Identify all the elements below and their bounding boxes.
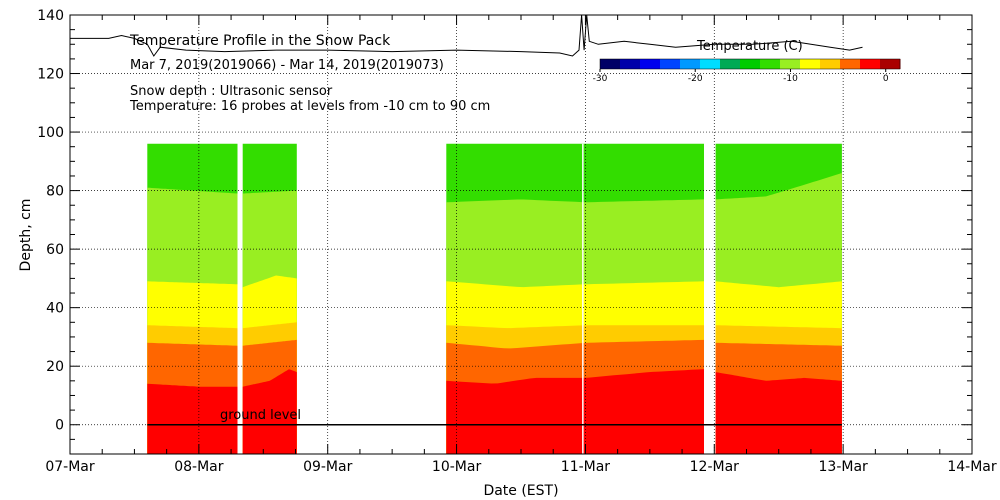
colorbar-swatch-5 xyxy=(700,59,721,69)
colorbar-title: Temperature (C) xyxy=(696,39,803,54)
chart-subtitle: Mar 7, 2019(2019066) - Mar 14, 2019(2019… xyxy=(130,58,444,73)
ground-level-label: ground level xyxy=(220,408,301,423)
x-axis-title: Date (EST) xyxy=(483,483,558,499)
colorbar-tick-label-0: -30 xyxy=(593,74,608,84)
x-tick-label-6: 13-Mar xyxy=(819,459,869,475)
band-red-orange-seg1 xyxy=(242,369,297,454)
y-tick-label-6: 120 xyxy=(37,67,64,83)
colorbar-tick-label-3: 0 xyxy=(883,74,889,84)
colorbar-swatch-14 xyxy=(880,59,901,69)
y-tick-label-5: 100 xyxy=(37,125,64,141)
colorbar-tick-label-1: -20 xyxy=(688,74,703,84)
colorbar-swatch-0 xyxy=(600,59,621,69)
colorbar-swatch-3 xyxy=(660,59,681,69)
colorbar-swatch-10 xyxy=(800,59,821,69)
colorbar-swatch-12 xyxy=(840,59,861,69)
x-tick-label-1: 08-Mar xyxy=(174,459,224,475)
x-tick-label-4: 11-Mar xyxy=(561,459,611,475)
colorbar-swatch-7 xyxy=(740,59,761,69)
chart-title: Temperature Profile in the Snow Pack xyxy=(129,33,391,49)
y-tick-label-4: 80 xyxy=(46,184,64,200)
annotation-probes: Temperature: 16 probes at levels from -1… xyxy=(129,99,490,114)
band-red-orange-seg0 xyxy=(147,383,238,454)
axis-ticks: 07-Mar 08-Mar 09-Mar 10-Mar 11-Mar 12-Mar 13-M… xyxy=(37,8,997,475)
colorbar-swatch-4 xyxy=(680,59,701,69)
annotation-sensor: Snow depth : Ultrasonic sensor xyxy=(130,84,333,99)
temperature-layer-bands xyxy=(147,143,842,454)
band-red-orange-seg2 xyxy=(446,369,704,454)
colorbar: -30 -20 -10 0 xyxy=(593,58,901,84)
x-tick-label-2: 09-Mar xyxy=(303,459,353,475)
x-tick-label-7: 14-Mar xyxy=(947,459,997,475)
y-tick-label-2: 40 xyxy=(46,301,64,317)
colorbar-swatch-1 xyxy=(620,59,641,69)
colorbar-swatch-8 xyxy=(760,59,781,69)
y-tick-label-7: 140 xyxy=(37,8,64,24)
colorbar-swatch-13 xyxy=(860,59,881,69)
x-tick-label-5: 12-Mar xyxy=(690,459,740,475)
x-tick-label-3: 10-Mar xyxy=(432,459,482,475)
y-tick-label-1: 20 xyxy=(46,359,64,375)
band-red-orange-seg3 xyxy=(715,372,842,454)
grid-lines xyxy=(70,15,972,454)
x-tick-label-0: 07-Mar xyxy=(45,459,95,475)
colorbar-swatch-9 xyxy=(780,59,801,69)
colorbar-swatch-11 xyxy=(820,59,841,69)
colorbar-swatch-2 xyxy=(640,59,661,69)
y-tick-label-3: 60 xyxy=(46,242,64,258)
temperature-series-line xyxy=(70,15,863,57)
temperature-series xyxy=(70,15,863,57)
y-axis-title: Depth, cm xyxy=(18,199,34,272)
y-tick-label-0: 0 xyxy=(55,418,64,434)
colorbar-swatch-6 xyxy=(720,59,741,69)
colorbar-tick-label-2: -10 xyxy=(783,74,798,84)
colorbar-border xyxy=(599,58,901,70)
